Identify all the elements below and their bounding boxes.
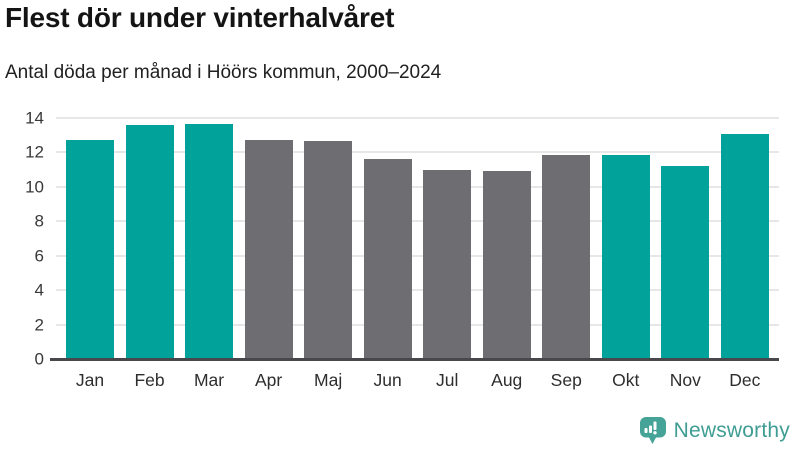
gridline (56, 254, 779, 257)
gridline (56, 151, 779, 154)
x-tick-label: Jan (75, 370, 105, 390)
gridline (56, 117, 779, 119)
chart-subtitle: Antal döda per månad i Höörs kommun, 200… (5, 62, 442, 83)
gridline (56, 323, 779, 326)
bar-maj (304, 141, 353, 359)
x-axis: Jan Feb Mar Apr Maj Jun Jul Aug Sep Okt Nov Dec (56, 368, 779, 392)
bar-jan (66, 140, 114, 359)
x-tick-label: Apr (254, 370, 283, 390)
x-tick-label: Dec (729, 370, 761, 390)
bar-mar (185, 124, 234, 359)
newsworthy-wordmark: Newsworthy (673, 419, 790, 442)
x-tick-label: Aug (491, 370, 523, 390)
y-tick-label: 2 (34, 315, 44, 335)
x-tick-label: Sep (550, 370, 582, 390)
gridline (56, 220, 779, 223)
bars-container (56, 118, 779, 359)
chart-title: Flest dör under vinterhalvåret (5, 2, 395, 33)
y-tick-label: 4 (34, 280, 44, 300)
y-axis: 0 2 4 6 8 10 12 14 (0, 110, 46, 368)
y-tick-label: 8 (34, 211, 44, 231)
x-tick-label: Maj (314, 370, 343, 390)
bar-okt (601, 155, 650, 359)
x-tick-label: Feb (134, 370, 165, 390)
bar-sep (542, 155, 591, 359)
x-tick-label: Nov (669, 370, 701, 390)
y-tick-label: 14 (25, 108, 44, 128)
gridline (56, 289, 779, 292)
bar-apr (244, 139, 293, 359)
bar-nov (661, 166, 710, 359)
x-tick-label: Okt (612, 370, 640, 390)
bar-jun (363, 159, 412, 359)
plot-area (56, 117, 779, 359)
gridline (56, 185, 779, 188)
bar-dec (720, 134, 769, 359)
x-tick-label: Jul (436, 370, 459, 390)
x-axis-line (50, 358, 779, 361)
bar-feb (125, 124, 174, 359)
bar-chart-speech-bubble-icon (639, 417, 666, 444)
y-tick-label: 10 (25, 177, 44, 197)
x-tick-label: Jun (373, 370, 402, 390)
y-tick-label: 12 (25, 142, 44, 162)
y-tick-label: 0 (34, 349, 44, 369)
bar-aug (482, 171, 531, 359)
bar-jul (423, 169, 472, 359)
x-tick-label: Mar (193, 370, 225, 390)
newsworthy-logo: Newsworthy (639, 416, 790, 446)
y-tick-label: 6 (34, 246, 44, 266)
